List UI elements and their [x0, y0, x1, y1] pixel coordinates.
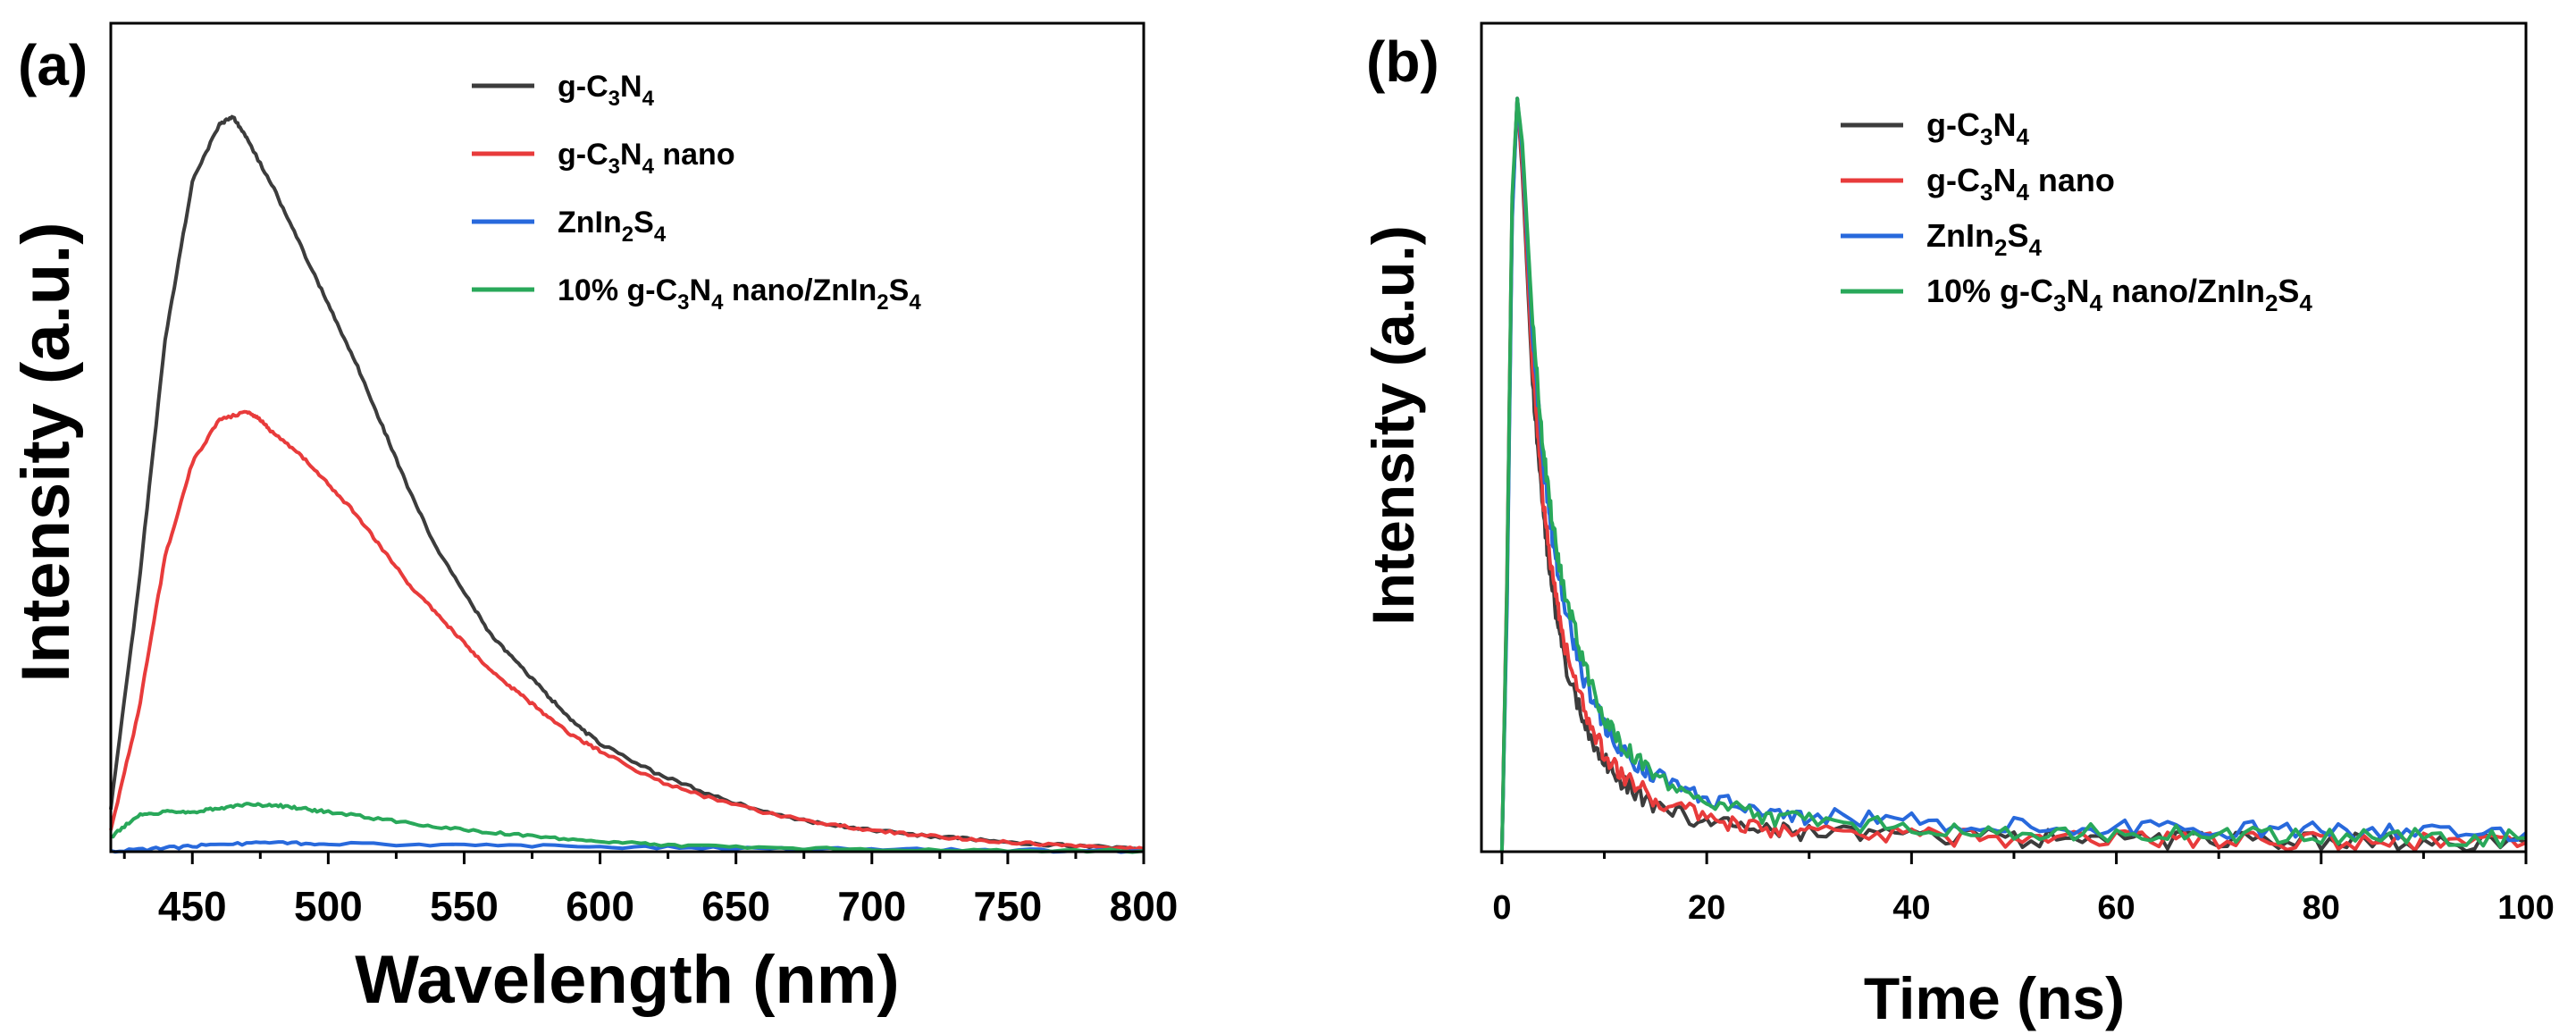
chart-panel-a: 450 500 550 600 650 700 750 800 Wavelength (nm) I… — [8, 21, 1179, 1018]
legend-text-sub2: 4 — [2016, 123, 2029, 150]
x-tick-label: 650 — [701, 883, 770, 929]
series-line-g_C3N4_nano — [109, 409, 1145, 852]
legend-text-sub2: 4 — [654, 223, 667, 247]
legend-text-sub2: 4 — [2016, 179, 2029, 206]
legend-text-mid1: N — [2067, 273, 2090, 309]
panel-label: (b) — [1366, 29, 1439, 94]
x-tick-label: 450 — [158, 883, 227, 929]
x-tick-label: 80 — [2303, 889, 2340, 927]
x-tick-label: 0 — [1492, 889, 1511, 927]
legend-text-mid2: nano — [654, 138, 735, 172]
x-tick-label: 800 — [1110, 883, 1179, 929]
legend-text-sub1: 3 — [677, 290, 689, 315]
x-tick-label: 60 — [2097, 889, 2135, 927]
legend-text-mid1: N — [620, 70, 642, 104]
legend-text-base: g-C — [558, 70, 608, 104]
chart-panel-b: 0 20 40 60 80 100 Time (ns) Intensity (a.u.) (b)… — [1360, 21, 2555, 1031]
legend-label-ZnIn2S4: ZnIn2S4 — [558, 206, 667, 247]
legend-text-base: 10% g-C — [558, 273, 677, 307]
legend-text-base: g-C — [558, 138, 608, 172]
legend-text-base: ZnIn — [558, 206, 622, 240]
legend-label-composite: 10% g-C3N4 nano/ZnIn2S4 — [1926, 273, 2312, 316]
plot-frame — [109, 21, 1145, 853]
legend-text-sub1: 2 — [1994, 234, 2007, 261]
legend-text-mid1: N — [620, 138, 642, 172]
legend-text-sub2: 4 — [711, 290, 724, 315]
legend-text-sub1: 3 — [608, 155, 620, 179]
x-tick-label: 100 — [2497, 889, 2554, 927]
series-line-g_C3N4_nano — [1499, 97, 2527, 853]
legend-text-sub3: 2 — [877, 290, 888, 315]
x-tick-label: 600 — [566, 883, 634, 929]
legend-label-g_C3N4_nano: g-C3N4 nano — [558, 138, 735, 179]
y-axis-title: Intensity (a.u.) — [1360, 225, 1426, 625]
legend-text-sub2: 4 — [642, 87, 655, 111]
y-axis-title: Intensity (a.u.) — [8, 222, 84, 682]
x-tick-label: 500 — [294, 883, 363, 929]
x-axis-title: Wavelength (nm) — [355, 942, 899, 1018]
legend-text-mid1: S — [634, 206, 654, 240]
x-tick-label: 700 — [837, 883, 906, 929]
legend-text-sub4: 4 — [909, 290, 921, 315]
legend-text-mid2: nano/ZnIn — [2102, 273, 2265, 309]
x-tick-label: 20 — [1688, 889, 1725, 927]
series-line-ZnIn2S4 — [110, 840, 1144, 854]
legend-text-sub1: 3 — [1980, 179, 1993, 206]
legend-label-g_C3N4: g-C3N4 — [1926, 106, 2029, 150]
legend-label-g_C3N4_nano: g-C3N4 nano — [1926, 162, 2115, 206]
legend-text-mid1: S — [2007, 217, 2028, 254]
x-tick-label: 750 — [974, 883, 1043, 929]
legend-text-sub2: 4 — [642, 155, 655, 179]
x-tick-label: 40 — [1892, 889, 1930, 927]
legend-text-sub2: 4 — [2090, 290, 2103, 316]
legend-text-base: g-C — [1926, 162, 1980, 198]
legend-text-mid1: N — [1993, 162, 2016, 198]
legend-text-base: g-C — [1926, 106, 1980, 143]
plot-frame — [1480, 21, 2528, 853]
legend-text-mid2: nano — [2029, 162, 2115, 198]
legend-text-sub1: 3 — [608, 87, 620, 111]
panel-label: (a) — [18, 33, 88, 97]
legend-text-base: ZnIn — [1926, 217, 1994, 254]
legend-text-sub1: 3 — [2053, 290, 2066, 316]
series-line-ZnIn2S4 — [1499, 97, 2528, 853]
legend-label-composite: 10% g-C3N4 nano/ZnIn2S4 — [558, 273, 921, 315]
legend-text-sub3: 2 — [2265, 290, 2278, 316]
legend-text-sub1: 3 — [1980, 123, 1993, 150]
series-line-g_C3N4 — [1499, 97, 2527, 853]
legend-text-mid1: N — [1993, 106, 2016, 143]
legend-text-tail: S — [889, 273, 910, 307]
legend-label-g_C3N4: g-C3N4 — [558, 70, 655, 111]
legend-text-mid1: N — [690, 273, 712, 307]
series-line-composite — [110, 802, 1145, 854]
legend-text-sub1: 2 — [622, 223, 634, 247]
legend-text-mid2: nano/ZnIn — [723, 273, 877, 307]
legend-text-sub2: 4 — [2028, 234, 2042, 261]
x-tick-label: 550 — [430, 883, 499, 929]
series-line-composite — [1499, 97, 2527, 853]
legend-text-base: 10% g-C — [1926, 273, 2053, 309]
legend-text-tail: S — [2278, 273, 2299, 309]
legend-text-sub4: 4 — [2299, 290, 2312, 316]
legend-label-ZnIn2S4: ZnIn2S4 — [1926, 217, 2042, 261]
x-axis-title: Time (ns) — [1864, 965, 2125, 1031]
